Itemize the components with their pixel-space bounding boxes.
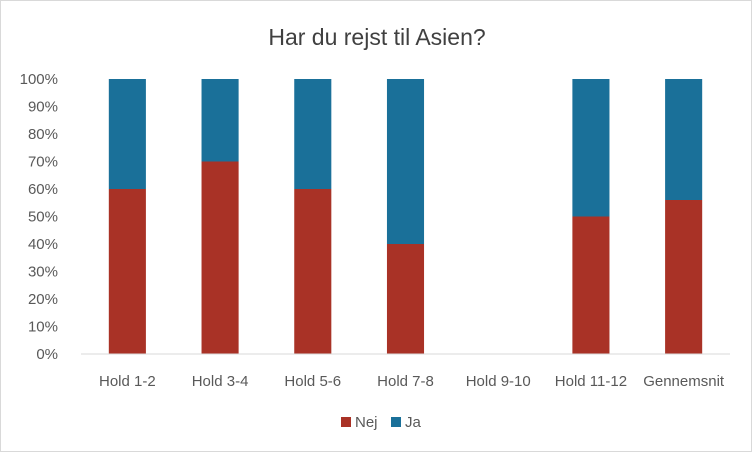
y-tick-label: 10% bbox=[28, 319, 58, 336]
bar-nej-0 bbox=[108, 189, 146, 354]
y-tick-label: 0% bbox=[36, 346, 58, 363]
bar-ja-2 bbox=[294, 79, 332, 189]
x-tick-label: Hold 1-2 bbox=[99, 373, 156, 390]
legend: Nej Ja bbox=[341, 414, 422, 431]
bar-nej-5 bbox=[572, 216, 610, 354]
chart-title: Har du rejst til Asien? bbox=[268, 24, 485, 50]
bar-ja-5 bbox=[572, 79, 610, 217]
legend-label-nej: Nej bbox=[355, 414, 378, 431]
y-tick-label: 100% bbox=[20, 71, 58, 88]
y-tick-label: 90% bbox=[28, 99, 58, 116]
bar-nej-3 bbox=[386, 244, 425, 354]
bar-nej-1 bbox=[201, 161, 239, 354]
y-tick-label: 60% bbox=[28, 181, 58, 198]
bar-ja-6 bbox=[665, 79, 703, 200]
x-tick-label: Gennemsnit bbox=[643, 373, 725, 390]
y-axis: 0% 10% 20% 30% 40% 50% 60% 70% 80% 90% 100% bbox=[20, 71, 58, 363]
x-tick-label: Hold 9-10 bbox=[466, 373, 531, 390]
x-tick-label: Hold 7-8 bbox=[377, 373, 434, 390]
y-tick-label: 20% bbox=[28, 291, 58, 308]
legend-swatch-nej bbox=[341, 417, 351, 427]
x-tick-label: Hold 11-12 bbox=[555, 373, 627, 390]
y-tick-label: 80% bbox=[28, 126, 58, 143]
y-tick-label: 50% bbox=[28, 209, 58, 226]
y-tick-label: 30% bbox=[28, 264, 58, 281]
bar-ja-1 bbox=[201, 79, 239, 162]
bar-ja-3 bbox=[386, 79, 425, 244]
x-tick-label: Hold 5-6 bbox=[284, 373, 341, 390]
x-tick-label: Hold 3-4 bbox=[192, 373, 249, 390]
y-tick-label: 70% bbox=[28, 154, 58, 171]
legend-label-ja: Ja bbox=[405, 414, 422, 431]
x-axis: Hold 1-2 Hold 3-4 Hold 5-6 Hold 7-8 Hold 9-1… bbox=[99, 373, 725, 390]
bar-ja-0 bbox=[108, 79, 146, 189]
bars bbox=[108, 79, 703, 354]
bar-nej-6 bbox=[665, 200, 703, 354]
bar-nej-2 bbox=[294, 189, 332, 354]
y-tick-label: 40% bbox=[28, 236, 58, 253]
legend-swatch-ja bbox=[391, 417, 401, 427]
